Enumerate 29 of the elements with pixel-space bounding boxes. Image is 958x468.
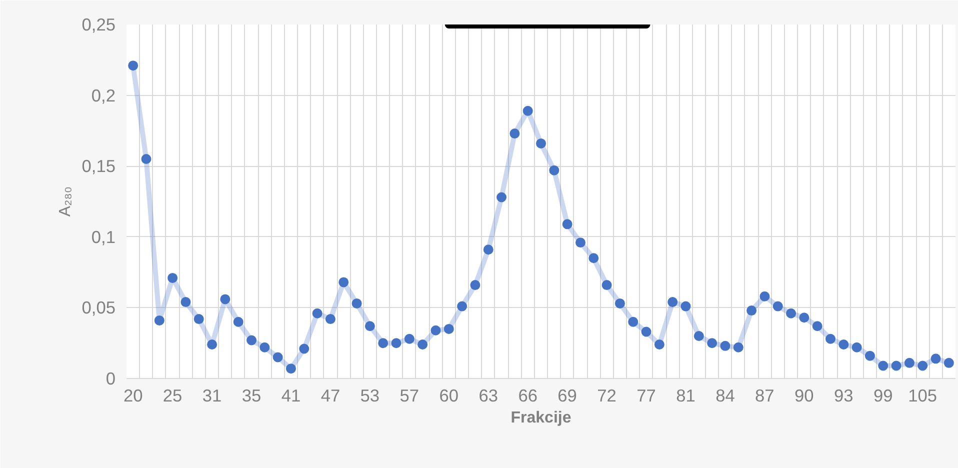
x-tick-label: 60 <box>439 386 459 406</box>
y-tick-label: 0,2 <box>91 85 116 106</box>
x-tick-label: 31 <box>202 386 222 406</box>
y-tick-label: 0,1 <box>91 226 116 247</box>
x-tick-label: 93 <box>834 386 854 406</box>
x-tick-label: 99 <box>873 386 893 406</box>
x-tick-label: 72 <box>597 386 616 406</box>
x-tick-label: 20 <box>123 386 143 406</box>
x-tick-label: 41 <box>281 386 301 406</box>
y-tick-label: 0,25 <box>82 14 116 34</box>
y-tick-label: 0 <box>106 368 116 388</box>
x-tick-label: 105 <box>908 386 938 406</box>
y-tick-label: 0,05 <box>82 298 116 318</box>
x-tick-label: 77 <box>636 386 656 406</box>
x-tick-label: 53 <box>360 386 380 406</box>
x-tick-label: 90 <box>794 386 814 406</box>
x-axis-title: Frakcije <box>510 410 572 426</box>
x-tick-label: 69 <box>558 386 577 406</box>
x-tick-label: 35 <box>242 386 262 406</box>
x-tick-label: 84 <box>716 386 736 406</box>
x-tick-label: 87 <box>755 386 774 406</box>
x-tick-label: 57 <box>400 386 420 406</box>
x-tick-label: 63 <box>478 386 498 406</box>
x-tick-label: 47 <box>320 386 340 406</box>
y-tick-label: 0,15 <box>82 156 116 176</box>
y-axis-title: A₂₈₀ <box>56 186 74 217</box>
x-tick-label: 81 <box>676 386 696 406</box>
x-tick-label: 25 <box>162 386 182 406</box>
x-tick-label: 66 <box>518 386 538 406</box>
